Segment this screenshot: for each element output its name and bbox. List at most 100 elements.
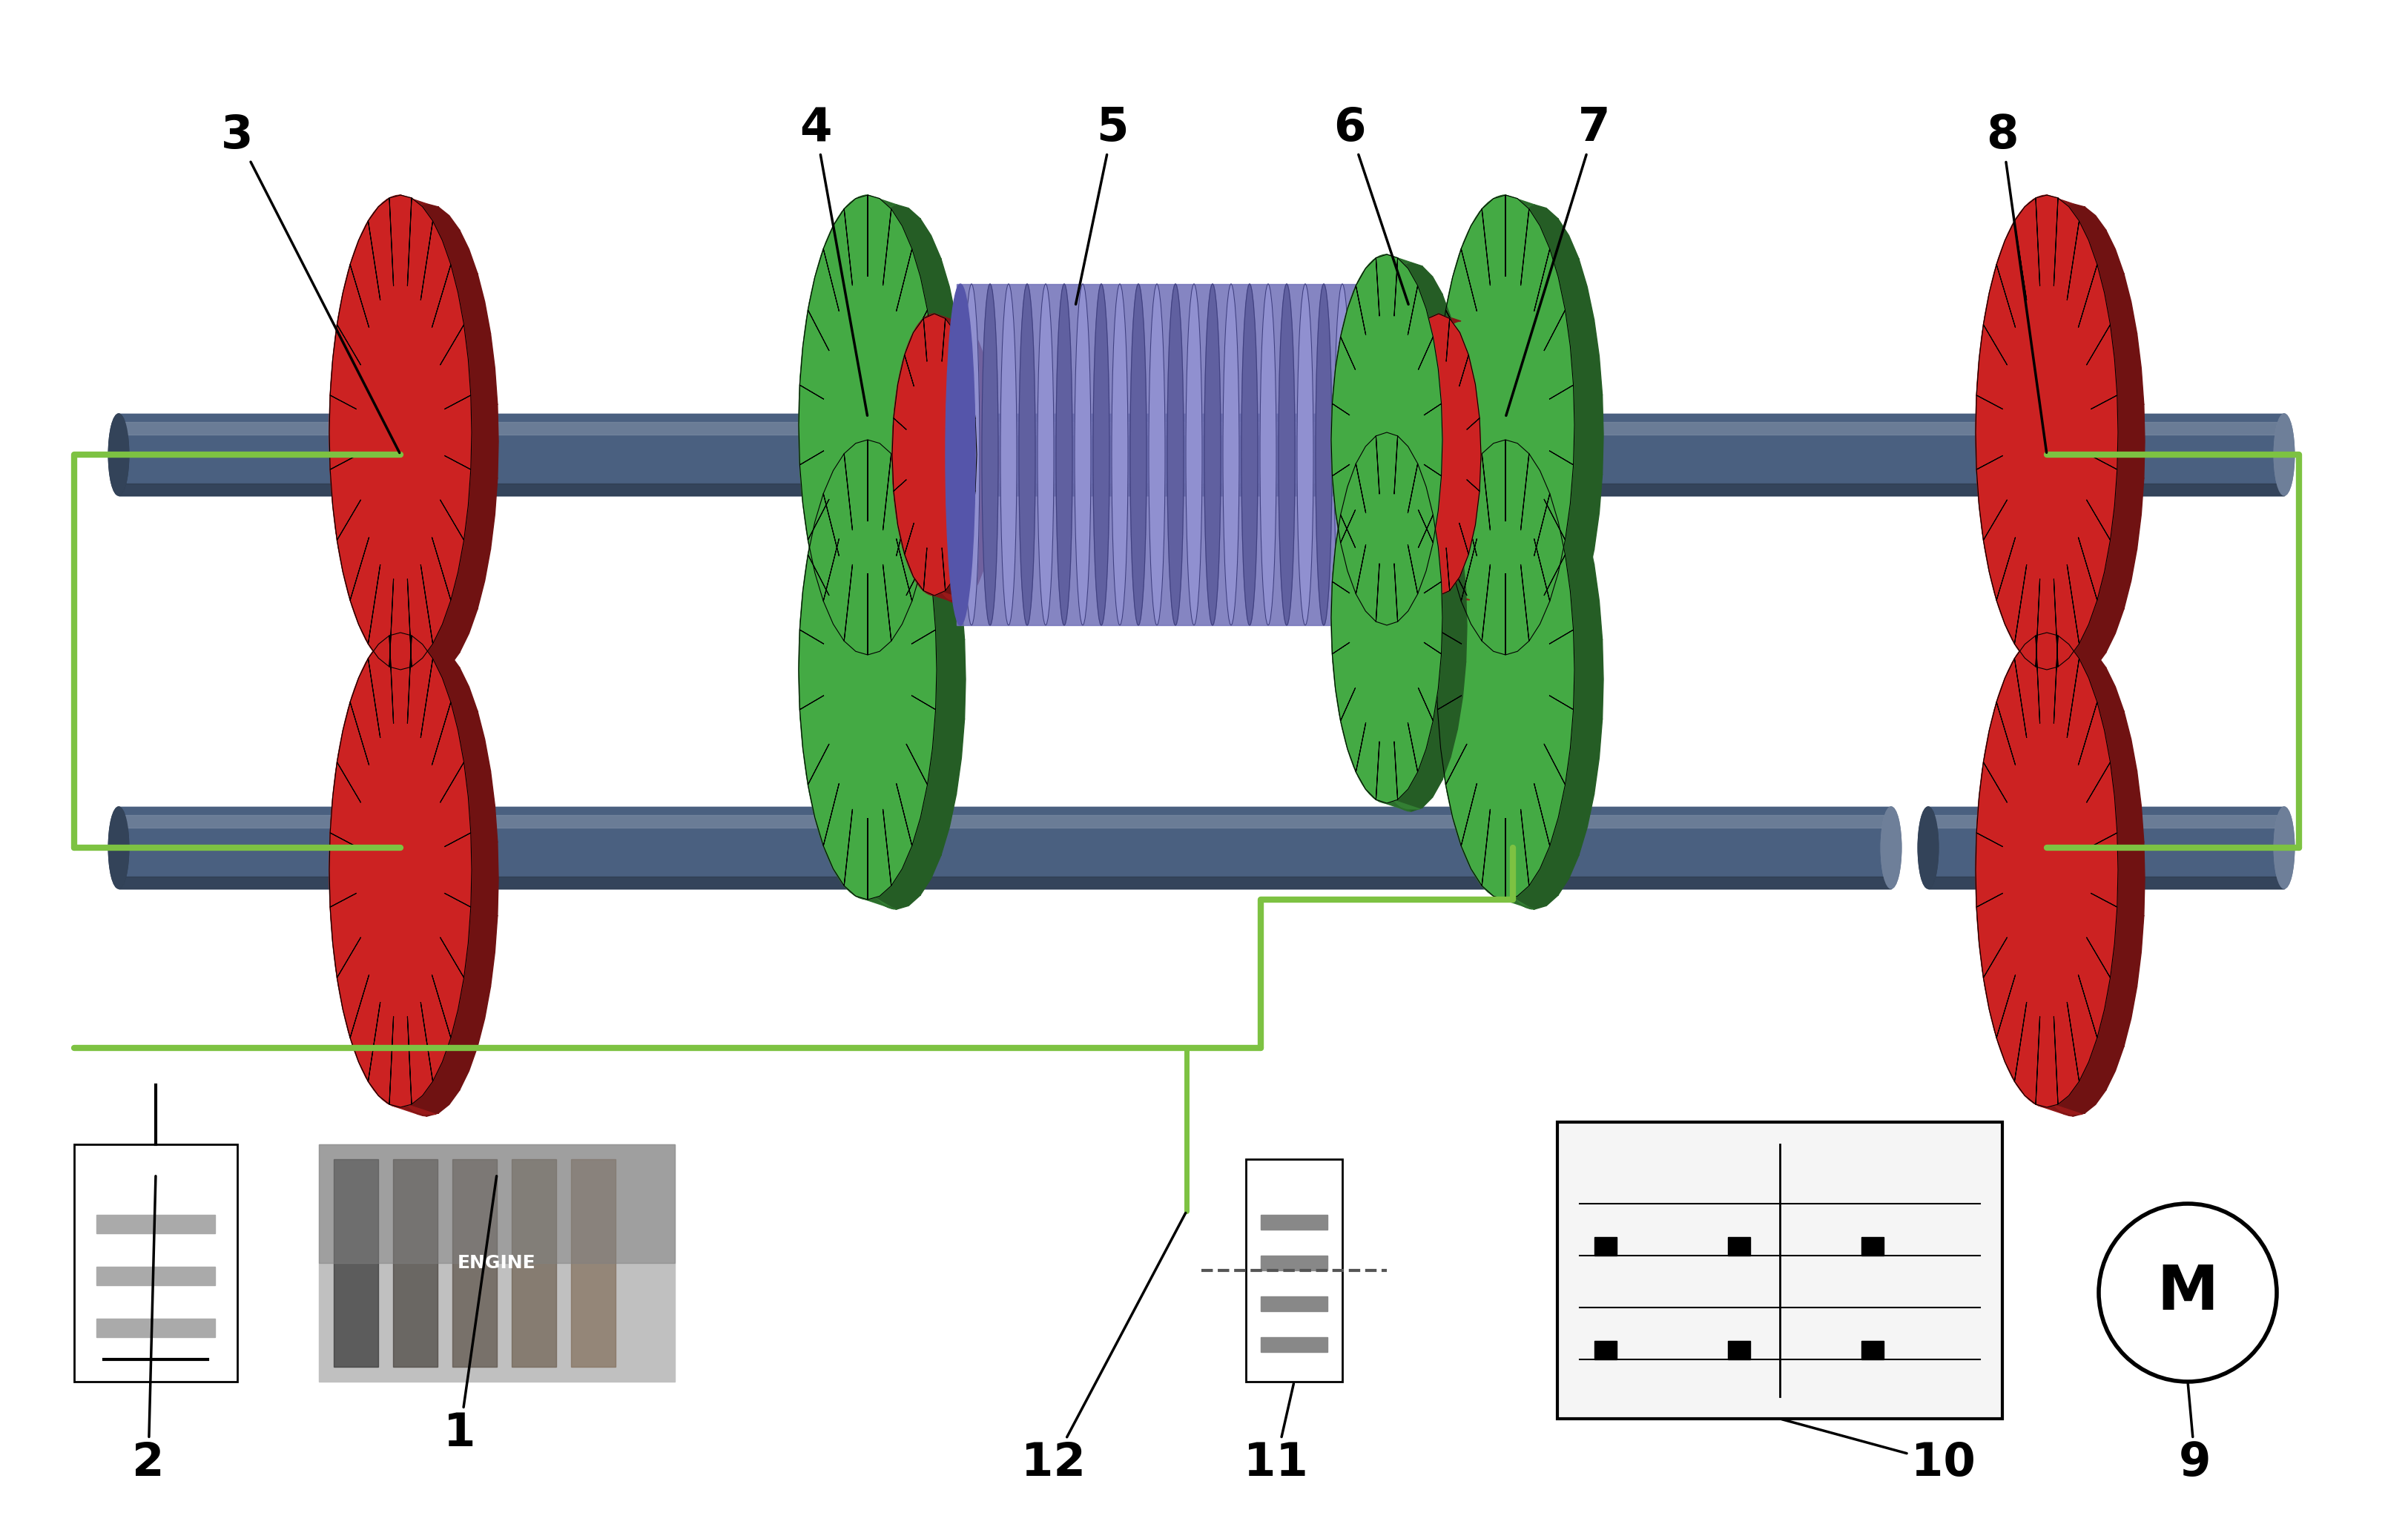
Bar	[1558, 1121, 2001, 1418]
Polygon shape	[826, 456, 872, 499]
Polygon shape	[824, 522, 896, 828]
Bar	[571, 1160, 616, 1366]
Polygon shape	[799, 439, 896, 909]
Polygon shape	[330, 632, 472, 1108]
Polygon shape	[352, 1043, 393, 1086]
Bar	[510, 1160, 556, 1366]
Polygon shape	[1975, 632, 2117, 1108]
Ellipse shape	[108, 806, 128, 889]
Polygon shape	[1438, 317, 1474, 387]
Polygon shape	[1483, 644, 1531, 664]
Polygon shape	[1411, 560, 1447, 597]
Polygon shape	[1332, 589, 1356, 655]
Polygon shape	[337, 707, 376, 765]
Polygon shape	[1447, 791, 1488, 851]
Polygon shape	[1999, 662, 2040, 705]
Bar	[956, 285, 1387, 626]
Ellipse shape	[1204, 285, 1221, 626]
Polygon shape	[1984, 707, 2020, 765]
Ellipse shape	[1038, 285, 1055, 626]
Bar	[118, 806, 1890, 889]
Ellipse shape	[1240, 285, 1257, 626]
Polygon shape	[1435, 194, 1534, 664]
Bar	[96, 1215, 214, 1233]
Polygon shape	[371, 636, 414, 664]
Polygon shape	[799, 718, 836, 788]
Polygon shape	[1462, 522, 1534, 828]
Polygon shape	[1975, 194, 2117, 670]
Polygon shape	[1977, 477, 2008, 542]
Polygon shape	[905, 560, 944, 597]
Bar	[118, 483, 2283, 496]
Bar	[118, 815, 1890, 828]
Polygon shape	[1332, 254, 1411, 633]
Polygon shape	[1411, 321, 1447, 358]
Bar	[1926, 806, 2283, 889]
Polygon shape	[1332, 520, 1363, 583]
Polygon shape	[905, 321, 944, 358]
Polygon shape	[1447, 499, 1488, 557]
Polygon shape	[1438, 562, 1474, 632]
Polygon shape	[352, 606, 393, 649]
FancyBboxPatch shape	[318, 1144, 674, 1382]
Ellipse shape	[1055, 285, 1072, 626]
Polygon shape	[1977, 332, 2008, 396]
Bar	[1727, 1340, 1751, 1360]
Polygon shape	[824, 277, 896, 583]
Polygon shape	[337, 546, 376, 604]
Text: 8: 8	[1987, 113, 2047, 453]
Ellipse shape	[1334, 285, 1351, 626]
Polygon shape	[2015, 1085, 2059, 1112]
Bar	[1259, 1215, 1327, 1230]
Polygon shape	[1435, 439, 1534, 909]
Polygon shape	[826, 211, 872, 254]
Polygon shape	[1435, 194, 1575, 655]
Ellipse shape	[1019, 285, 1035, 626]
Bar	[96, 1267, 214, 1285]
Text: 10: 10	[1782, 1420, 1975, 1486]
Bar	[118, 422, 2283, 435]
Polygon shape	[1975, 402, 2003, 471]
Bar	[1594, 1340, 1616, 1360]
Ellipse shape	[1074, 285, 1091, 626]
Ellipse shape	[1353, 285, 1368, 626]
Polygon shape	[799, 317, 836, 387]
Polygon shape	[2001, 641, 2143, 1117]
Bar	[1259, 1337, 1327, 1353]
Text: 3: 3	[222, 113, 400, 453]
Polygon shape	[356, 722, 426, 1027]
Polygon shape	[1447, 254, 1488, 312]
Polygon shape	[330, 332, 364, 396]
Polygon shape	[1377, 800, 1421, 809]
Polygon shape	[330, 840, 356, 909]
Polygon shape	[1435, 439, 1575, 900]
Polygon shape	[1430, 592, 1469, 600]
Bar	[118, 877, 1890, 889]
Polygon shape	[1999, 606, 2040, 649]
Polygon shape	[925, 592, 966, 600]
Ellipse shape	[1279, 285, 1296, 626]
Polygon shape	[1358, 598, 1399, 629]
Polygon shape	[1332, 483, 1363, 545]
Polygon shape	[1341, 468, 1377, 517]
Polygon shape	[371, 199, 414, 226]
Ellipse shape	[2273, 413, 2295, 496]
Polygon shape	[330, 770, 364, 834]
Bar	[1259, 1296, 1327, 1311]
Polygon shape	[845, 644, 893, 664]
Polygon shape	[1332, 343, 1363, 404]
Polygon shape	[1975, 840, 2003, 909]
Polygon shape	[1977, 770, 2008, 834]
Ellipse shape	[963, 285, 980, 626]
Polygon shape	[393, 1105, 436, 1114]
Polygon shape	[2001, 722, 2073, 1027]
Bar	[335, 1160, 378, 1366]
Polygon shape	[799, 393, 828, 467]
Polygon shape	[1358, 438, 1399, 468]
Polygon shape	[826, 606, 872, 647]
Polygon shape	[330, 194, 426, 679]
Text: 9: 9	[2179, 1383, 2211, 1486]
Polygon shape	[1438, 393, 1466, 467]
Ellipse shape	[1373, 285, 1401, 626]
Polygon shape	[330, 632, 426, 1117]
